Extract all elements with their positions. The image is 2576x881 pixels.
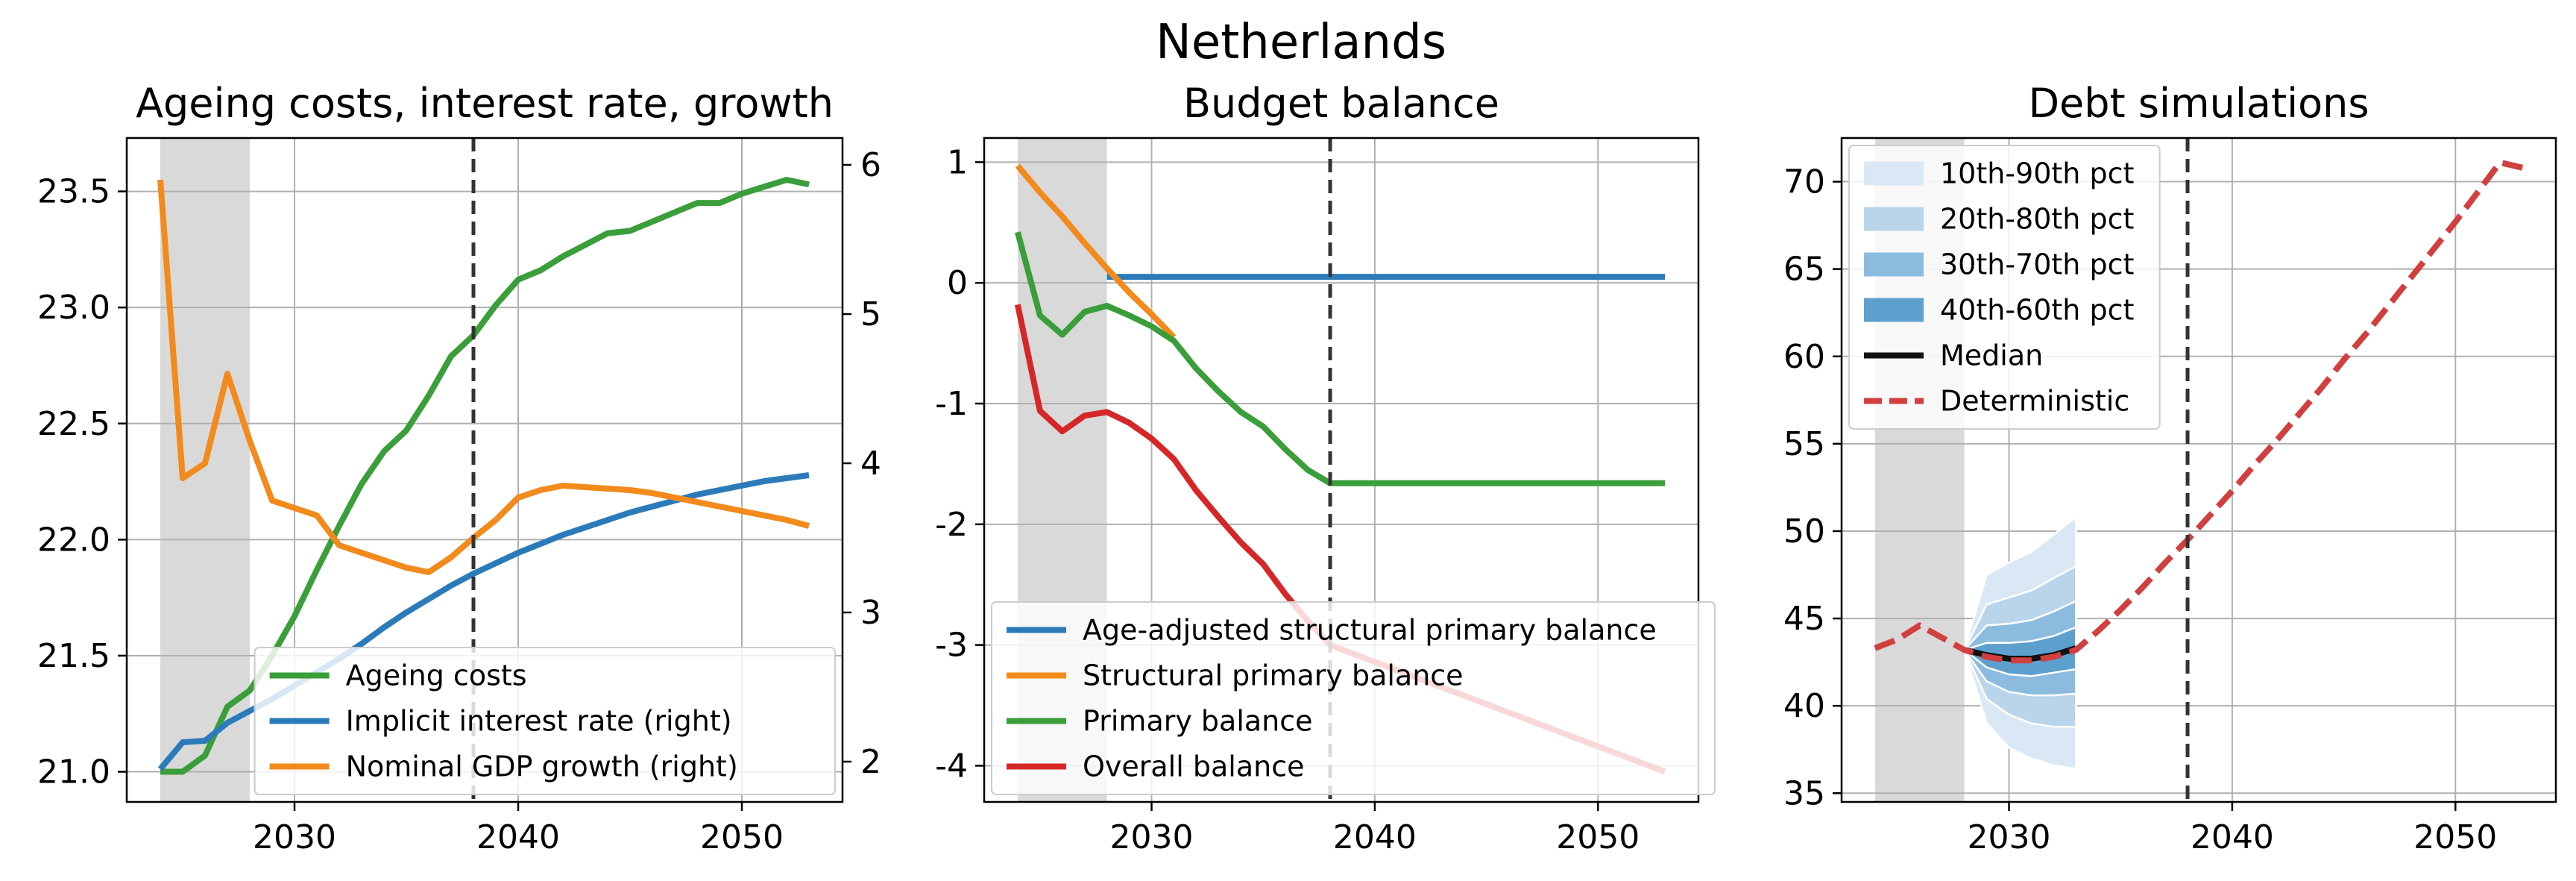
legend-label: Primary balance xyxy=(1083,705,1313,738)
y-tick-label: 45 xyxy=(1783,600,1825,638)
y2-tick-label: 6 xyxy=(860,146,881,184)
y2-tick-label: 2 xyxy=(860,743,881,781)
y-tick-label: -4 xyxy=(935,747,968,785)
y-tick-label: 1 xyxy=(947,143,968,181)
series-line-3 xyxy=(1015,231,1666,486)
panel-3: 2030 2040 2050 35 40 45 50 55 60 65 70 Debt simulat… xyxy=(1783,80,2557,856)
legend-label: 20th-80th pct xyxy=(1940,203,2134,236)
y-tick-label: 35 xyxy=(1783,774,1825,812)
y-tick-label: -2 xyxy=(935,506,968,544)
legend-box xyxy=(253,647,837,795)
legend-box xyxy=(1848,145,2161,430)
y-tick-label: 23.0 xyxy=(37,289,110,327)
y2-tick-label: 4 xyxy=(860,445,881,483)
plot-area xyxy=(127,138,843,802)
y-tick-label: 60 xyxy=(1783,338,1825,376)
y-tick-label: 55 xyxy=(1783,425,1825,463)
axes-frame xyxy=(125,137,844,803)
legend-label: 30th-70th pct xyxy=(1940,248,2134,281)
y-tick-label: 50 xyxy=(1783,512,1825,551)
x-tick-label: 2050 xyxy=(700,818,784,856)
x-tick-label: 2040 xyxy=(2191,818,2274,856)
legend-label: Deterministic xyxy=(1940,385,2129,418)
y-tick-label: 65 xyxy=(1783,251,1825,289)
x-tick-label: 2030 xyxy=(253,818,336,856)
legend-swatch xyxy=(1864,161,1924,186)
series-line-3 xyxy=(157,179,810,575)
legend-label: 10th-90th pct xyxy=(1940,157,2134,190)
series-line-2 xyxy=(1015,163,1177,339)
panel-title: Debt simulations xyxy=(2028,80,2369,127)
y-tick-label: 22.5 xyxy=(37,405,110,443)
panel-2: 2030 2040 2050 1 0 -1 -2 -3 -4 Budget balance Age-… xyxy=(935,80,1716,856)
legend-swatch xyxy=(1864,252,1924,277)
legend-swatch xyxy=(1864,298,1924,322)
x-tick-label: 2050 xyxy=(2413,818,2497,856)
y-tick-label: 21.0 xyxy=(37,753,110,791)
legend-label: Nominal GDP growth (right) xyxy=(346,750,738,783)
shaded-period xyxy=(160,138,250,802)
y-tick-label: -1 xyxy=(935,385,968,423)
legend-box xyxy=(991,601,1716,795)
legend: 10th-90th pct 20th-80th pct 30th-70th pct 4… xyxy=(1848,145,2161,430)
legend-label: Implicit interest rate (right) xyxy=(346,705,732,738)
legend: Ageing costs Implicit interest rate (righ… xyxy=(253,647,837,795)
series-line-2 xyxy=(1874,159,2524,664)
panel-title: Ageing costs, interest rate, growth xyxy=(136,80,834,127)
legend-label: Ageing costs xyxy=(346,659,527,692)
y2-tick-label: 3 xyxy=(860,594,881,632)
y-tick-label: 21.5 xyxy=(37,637,110,675)
y-tick-label: -3 xyxy=(935,627,968,665)
y-tick-label: 23.5 xyxy=(37,173,110,211)
axes-frame xyxy=(1840,137,2557,803)
legend-label: Structural primary balance xyxy=(1083,659,1464,692)
y-tick-label: 0 xyxy=(947,264,968,302)
legend: Age-adjusted structural primary balance S… xyxy=(991,601,1716,795)
panel-title: Budget balance xyxy=(1183,80,1499,127)
x-tick-label: 2040 xyxy=(476,818,560,856)
y2-tick-label: 5 xyxy=(860,295,881,333)
legend-label: 40th-60th pct xyxy=(1940,294,2134,327)
axes-frame xyxy=(983,137,1700,803)
x-tick-label: 2050 xyxy=(1556,818,1640,856)
x-tick-label: 2030 xyxy=(1968,818,2051,856)
panel-1: 2030 2040 2050 21.0 21.5 22.0 22.5 23.0 23.5 2 3 4 5… xyxy=(37,80,881,856)
legend-label: Age-adjusted structural primary balance xyxy=(1083,614,1657,647)
x-tick-label: 2040 xyxy=(1333,818,1417,856)
y-tick-label: 70 xyxy=(1783,163,1825,201)
y-tick-label: 22.0 xyxy=(37,521,110,559)
legend-swatch xyxy=(1864,207,1924,231)
legend-label: Overall balance xyxy=(1083,750,1305,783)
figure-title: Netherlands xyxy=(1156,15,1446,70)
y-tick-label: 40 xyxy=(1783,687,1825,725)
legend-label: Median xyxy=(1940,339,2043,372)
x-tick-label: 2030 xyxy=(1110,818,1194,856)
